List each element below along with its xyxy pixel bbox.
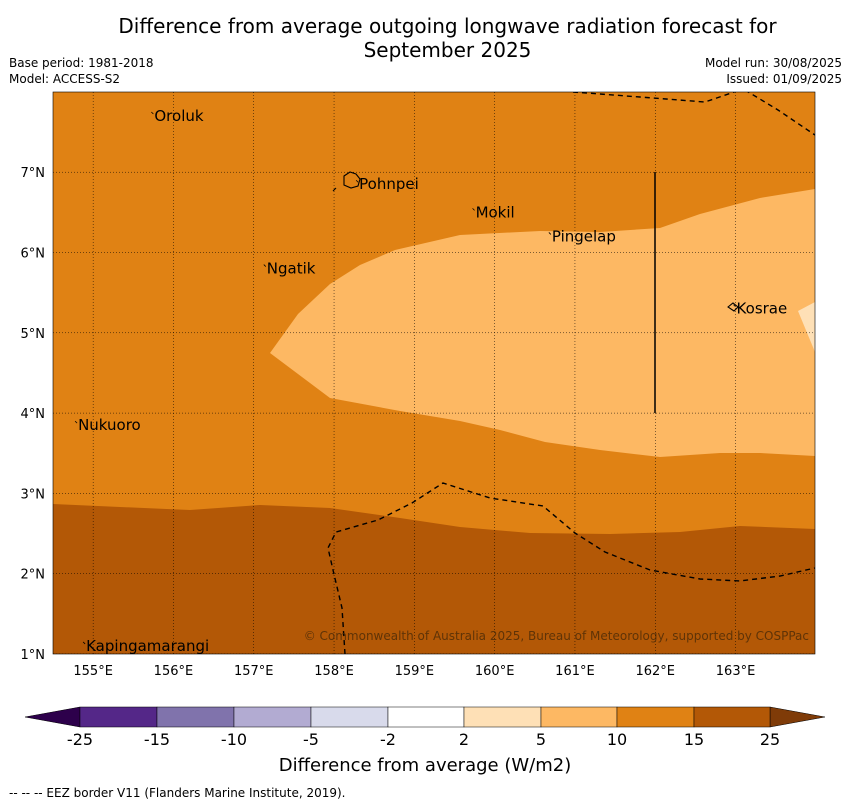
place-label-pohnpei: Pohnpei — [359, 175, 419, 193]
colorbar-tick-label: -15 — [144, 730, 170, 749]
eez-border-south — [327, 482, 815, 654]
place-marker — [472, 208, 475, 211]
place-labels: Oroluk Pohnpei Mokil Pingelap Ngatik Kosrae Nu… — [74, 107, 788, 655]
longitude-tick-label: 156°E — [154, 664, 194, 679]
colorbar-segment — [463, 706, 542, 728]
kosrae-island-shape — [727, 302, 739, 312]
copyright-notice: © Commonwealth of Australia 2025, Bureau… — [304, 629, 809, 643]
title-line-2: September 2025 — [363, 38, 532, 62]
colorbar-tick-label: -2 — [380, 730, 396, 749]
colorbar-segment — [79, 706, 158, 728]
longitude-tick-label: 158°E — [314, 664, 354, 679]
zone-15-25 — [53, 504, 815, 654]
graticule — [53, 92, 815, 654]
place-label-pingelap: Pingelap — [552, 227, 616, 245]
place-marker — [263, 264, 267, 267]
colorbar-tick-label: 2 — [459, 730, 469, 749]
colorbar: -25 -15 -10 -5 -2 2 5 10 15 25 — [24, 706, 826, 749]
colorbar-extend-high — [769, 706, 826, 728]
place-marker — [733, 304, 736, 307]
place-label-kosrae: Kosrae — [737, 300, 788, 318]
meta-right: Model run: 30/08/2025 Issued: 01/09/2025 — [705, 55, 842, 87]
colorbar-segment — [310, 706, 389, 728]
place-label-nukuoro: Nukuoro — [78, 416, 141, 434]
model-name: Model: ACCESS-S2 — [9, 72, 121, 86]
zone-2-5 — [798, 302, 815, 352]
pohnpei-island-shape — [343, 171, 361, 189]
zone-5-10 — [270, 189, 815, 457]
place-marker — [548, 232, 552, 235]
place-label-kapingamarangi: Kapingamarangi — [86, 637, 209, 655]
longitude-tick-label: 160°E — [475, 664, 515, 679]
eez-borders — [327, 92, 815, 654]
longitude-tick-label: 162°E — [635, 664, 675, 679]
longitude-tick-label: 155°E — [73, 664, 113, 679]
colorbar-tick-label: 5 — [536, 730, 546, 749]
map-title: Difference from average outgoing longwav… — [40, 14, 850, 62]
place-label-mokil: Mokil — [476, 203, 515, 221]
colorbar-segment — [156, 706, 235, 728]
latitude-ticks: 1°N 2°N 3°N 4°N 5°N 6°N 7°N — [21, 166, 46, 663]
eez-footnote: -- -- -- EEZ border V11 (Flanders Marine… — [9, 786, 346, 800]
place-label-oroluk: Oroluk — [154, 107, 203, 125]
place-marker — [74, 420, 78, 424]
latitude-tick-label: 1°N — [21, 648, 46, 663]
issued-date: Issued: 01/09/2025 — [726, 72, 842, 86]
place-marker — [355, 179, 359, 183]
latitude-tick-label: 5°N — [21, 327, 46, 342]
place-marker — [82, 641, 86, 645]
colorbar-tick-label: 25 — [760, 730, 780, 749]
place-label-ngatik: Ngatik — [267, 260, 316, 278]
longitude-tick-label: 163°E — [716, 664, 756, 679]
base-period: Base period: 1981-2018 — [9, 56, 154, 70]
islands — [332, 171, 739, 312]
meta-left: Base period: 1981-2018 Model: ACCESS-S2 — [9, 55, 154, 87]
colorbar-tick-label: -5 — [303, 730, 319, 749]
colorbar-segment — [616, 706, 695, 728]
colorbar-segment — [693, 706, 771, 728]
colorbar-tick-labels: -25 -15 -10 -5 -2 2 5 10 15 25 — [67, 730, 780, 749]
model-run: Model run: 30/08/2025 — [704, 56, 842, 70]
colorbar-extend-low — [24, 706, 81, 728]
colorbar-tick-label: -10 — [221, 730, 247, 749]
latitude-tick-label: 4°N — [21, 407, 46, 422]
map-frame — [52, 91, 816, 655]
longitude-tick-label: 157°E — [234, 664, 274, 679]
eez-border-north — [572, 92, 737, 103]
colorbar-segment — [233, 706, 312, 728]
latitude-tick-label: 2°N — [21, 568, 46, 583]
colorbar-label: Difference from average (W/m2) — [278, 755, 572, 776]
longitude-tick-label: 159°E — [395, 664, 435, 679]
colorbar-segment — [387, 706, 465, 728]
map-area: Oroluk Pohnpei Mokil Pingelap Ngatik Kosrae Nu… — [53, 92, 815, 655]
colorbar-tick-label: -25 — [67, 730, 93, 749]
latitude-tick-label: 3°N — [21, 487, 46, 502]
latitude-tick-label: 7°N — [21, 166, 46, 181]
place-marker — [151, 111, 154, 115]
longitude-tick-label: 161°E — [555, 664, 595, 679]
pohnpei-islet-shape — [332, 187, 337, 192]
colorbar-tick-label: 10 — [607, 730, 627, 749]
colorbar-tick-label: 15 — [684, 730, 704, 749]
latitude-tick-label: 6°N — [21, 247, 46, 262]
colorbar-segment — [540, 706, 618, 728]
longitude-ticks: 155°E 156°E 157°E 158°E 159°E 160°E 161°E 162°E… — [73, 664, 755, 679]
title-line-1: Difference from average outgoing longwav… — [118, 14, 777, 38]
colorbar-segments — [79, 706, 771, 728]
eez-border-northeast — [746, 92, 815, 136]
